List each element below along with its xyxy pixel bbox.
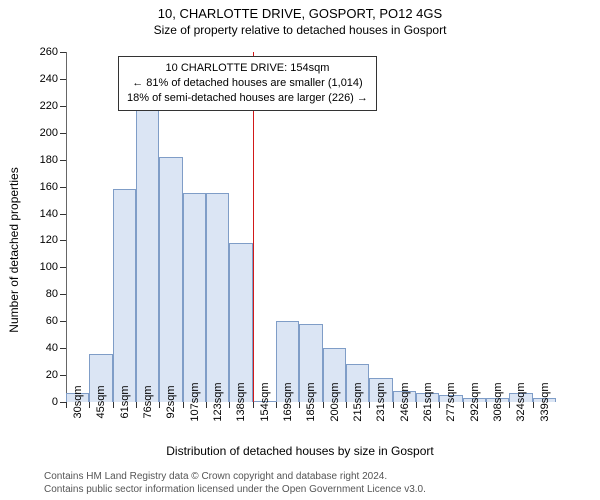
y-tick-label: 220 [40,100,66,112]
footer-line-1: Contains HM Land Registry data © Crown c… [44,470,426,483]
plot-area: 02040608010012014016018020022024026030sq… [66,52,556,402]
y-tick-label: 20 [46,369,66,381]
y-tick-label: 140 [40,208,66,220]
y-axis-title: Number of detached properties [7,167,21,332]
annotation-box: 10 CHARLOTTE DRIVE: 154sqm← 81% of detac… [118,56,377,111]
x-tick-label: 107sqm [183,382,201,421]
y-tick-label: 100 [40,261,66,273]
x-tick-label: 215sqm [346,382,364,421]
y-tick-label: 60 [46,315,66,327]
annotation-line: ← 81% of detached houses are smaller (1,… [127,76,368,91]
x-tick-label: 30sqm [66,385,84,418]
x-tick-label: 246sqm [393,382,411,421]
chart-footer: Contains HM Land Registry data © Crown c… [44,470,426,496]
y-tick-label: 0 [52,396,66,408]
histogram-bar [183,193,206,402]
x-tick-label: 200sqm [323,382,341,421]
x-tick-label: 292sqm [463,382,481,421]
x-tick-label: 231sqm [369,382,387,421]
y-tick-label: 260 [40,46,66,58]
x-tick-label: 324sqm [509,382,527,421]
x-tick-label: 76sqm [136,385,154,418]
x-tick-label: 154sqm [253,382,271,421]
y-tick-label: 120 [40,234,66,246]
x-tick-label: 277sqm [439,382,457,421]
x-tick-label: 185sqm [299,382,317,421]
chart-title: 10, CHARLOTTE DRIVE, GOSPORT, PO12 4GS [0,0,600,21]
y-tick-label: 180 [40,154,66,166]
x-tick-label: 61sqm [113,385,131,418]
y-tick-label: 240 [40,73,66,85]
x-tick-label: 92sqm [159,385,177,418]
x-tick-label: 339sqm [533,382,551,421]
x-tick-label: 169sqm [276,382,294,421]
chart-container: 10, CHARLOTTE DRIVE, GOSPORT, PO12 4GS S… [0,0,600,500]
x-tick-label: 138sqm [229,382,247,421]
x-tick-label: 308sqm [486,382,504,421]
x-tick-label: 45sqm [89,385,107,418]
y-tick-label: 160 [40,181,66,193]
x-tick-label: 261sqm [416,382,434,421]
annotation-line: 10 CHARLOTTE DRIVE: 154sqm [127,61,368,76]
y-tick-label: 200 [40,127,66,139]
x-tick-label: 123sqm [206,382,224,421]
annotation-line: 18% of semi-detached houses are larger (… [127,91,368,106]
footer-line-2: Contains public sector information licen… [44,483,426,496]
histogram-bar [136,110,159,402]
histogram-bar [206,193,229,402]
chart-subtitle: Size of property relative to detached ho… [0,21,600,37]
y-tick-label: 80 [46,288,66,300]
y-tick-label: 40 [46,342,66,354]
histogram-bar [113,189,136,402]
histogram-bar [159,157,182,402]
x-axis-title: Distribution of detached houses by size … [166,444,433,458]
histogram-bar [229,243,252,402]
